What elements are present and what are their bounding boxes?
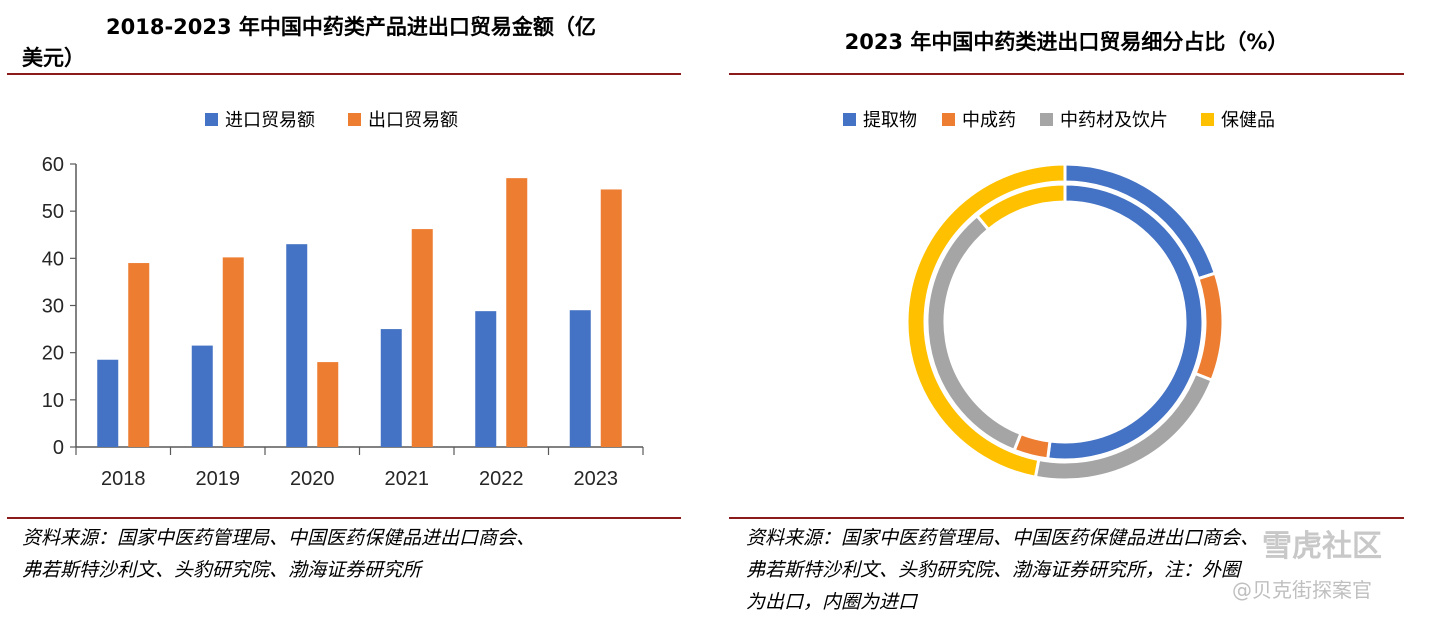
bar-import [191,345,213,447]
left-source-line1: 资料来源：国家中医药管理局、中国医药保健品进出口商会、 [22,527,536,549]
right-source-line3: 为出口，内圈为进口 [746,591,918,613]
y-tick-label: 60 [42,154,64,176]
legend-label-extract: 提取物 [863,110,917,131]
legend-item-export: 出口贸易额 [348,106,458,132]
watermark-community: 雪虎社区 [1262,529,1382,564]
left-source-rule [7,517,681,519]
legend-label-patent-medicine: 中成药 [962,110,1016,131]
bar-export [600,189,622,447]
right-source-line2: 弗若斯特沙利文、头豹研究院、渤海证券研究所，注：外圈 [746,559,1241,581]
x-tick-label: 2019 [196,468,241,490]
x-tick-label: 2022 [479,468,524,490]
legend-label-import: 进口贸易额 [225,110,315,131]
bar-import [286,244,308,447]
bar-export [411,229,433,447]
outer-ring-segment-health-products [905,162,1067,479]
y-tick-label: 0 [53,437,64,459]
donut-chart-title: 2023 年中国中药类进出口贸易细分占比（%） [844,30,1289,54]
bar-export [222,257,244,447]
bar-import [97,359,119,447]
legend-swatch-extract [843,112,856,126]
left-source-note: 资料来源：国家中医药管理局、中国医药保健品进出口商会、 弗若斯特沙利文、头豹研究… [22,522,535,586]
right-title-rule [729,73,1404,75]
legend-swatch-import [205,112,218,126]
left-source-line2: 弗若斯特沙利文、头豹研究院、渤海证券研究所 [22,559,422,581]
watermark-author: @贝克街探案官 [1232,578,1372,602]
legend-label-export: 出口贸易额 [368,110,458,131]
bar-import [380,329,402,447]
right-source-rule [729,517,1404,519]
x-tick-label: 2020 [290,468,335,490]
legend-label-herbal-materials: 中药材及饮片 [1060,110,1168,131]
legend-item-patent-medicine: 中成药 [942,106,1016,132]
legend-item-import: 进口贸易额 [205,106,315,132]
x-tick-label: 2018 [101,468,146,490]
legend-swatch-health-products [1201,112,1214,126]
right-source-note: 资料来源：国家中医药管理局、中国医药保健品进出口商会、 弗若斯特沙利文、头豹研究… [746,522,1259,618]
y-tick-label: 40 [42,248,64,270]
bar-chart-title: 2018-2023 年中国中药类产品进出口贸易金额（亿 美元） [22,15,596,70]
bar-import [569,310,591,447]
bar-export [317,362,339,447]
right-source-line1: 资料来源：国家中医药管理局、中国医药保健品进出口商会、 [746,527,1260,549]
bar-chart: 0 10 20 30 40 50 60 2018 2019 2020 2021 2022 2023 [42,154,644,490]
legend-item-extract: 提取物 [843,106,917,132]
legend-swatch-herbal-materials [1040,112,1053,126]
legend-label-health-products: 保健品 [1221,110,1275,131]
x-tick-label: 2021 [385,468,430,490]
donut-chart [905,162,1225,482]
inner-ring-segment-health-products [974,182,1067,232]
y-tick-label: 50 [42,201,64,223]
y-tick-label: 10 [42,390,64,412]
bar-export [128,263,150,447]
x-tick-label: 2023 [574,468,619,490]
legend-item-herbal-materials: 中药材及饮片 [1040,106,1168,132]
y-tick-label: 30 [42,296,64,318]
bar-import [475,311,497,447]
y-tick-label: 20 [42,343,64,365]
left-title-rule [7,73,681,75]
legend-swatch-patent-medicine [942,112,955,126]
legend-swatch-export [348,112,361,126]
legend-item-health-products: 保健品 [1201,106,1275,132]
bar-export [506,178,528,447]
